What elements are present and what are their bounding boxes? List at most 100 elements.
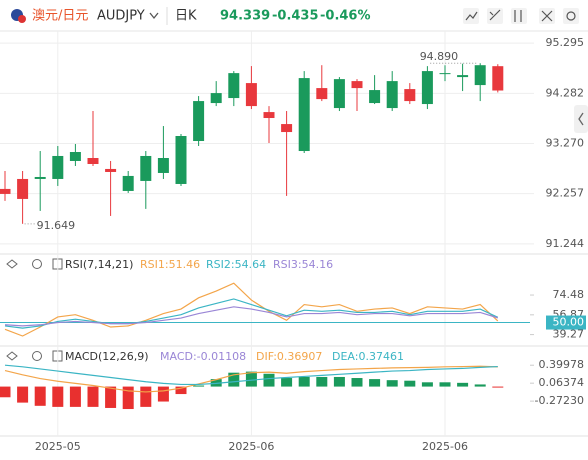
candle-body (193, 101, 205, 142)
header: 澳元/日元 AUDJPY 日K 94.339 -0.435 -0.46% (0, 7, 588, 32)
draw-button[interactable] (487, 8, 503, 24)
candle-body (17, 178, 29, 199)
candle-body (457, 75, 469, 78)
macd-bar (69, 386, 81, 407)
legend-entry: DEA:0.37461 (332, 350, 404, 363)
macd-bar (175, 386, 187, 395)
candle-body (140, 155, 152, 181)
macd-bar (333, 376, 345, 387)
macd-bar (474, 384, 486, 387)
reference-label: 50.00 (553, 316, 585, 329)
visibility-icon[interactable] (6, 259, 18, 269)
macd-bar (404, 380, 416, 387)
legend-entry: RSI2:54.64 (206, 258, 266, 271)
macd-title: MACD(12,26,9) (65, 350, 149, 363)
candle-body (474, 65, 486, 86)
macd-bar (228, 372, 240, 387)
macd-bar (0, 386, 11, 398)
y-tick-label: 91.244 (546, 237, 585, 250)
legend-entry: RSI3:54.16 (273, 258, 333, 271)
price: 94.339 (220, 9, 270, 24)
macd-bar (52, 386, 64, 407)
rsi-line (4, 306, 498, 327)
side-tab[interactable] (574, 105, 588, 133)
indicator-icon (465, 11, 478, 21)
candle-body (157, 158, 169, 173)
y-tick-label: 0.39978 (539, 358, 585, 371)
candle-body (386, 81, 398, 109)
candle-body (281, 124, 293, 133)
rsi-title: RSI(7,14,21) (65, 258, 133, 271)
candle-body (122, 175, 134, 191)
macd-header: MACD(12,26,9) MACD:-0.01108 DIF:0.36907 … (6, 350, 404, 363)
candle-body (263, 112, 275, 119)
macd-bar (369, 379, 381, 387)
macd-bar (457, 382, 469, 387)
macd-bar (122, 386, 134, 410)
macd-line (4, 365, 498, 393)
candle-body (404, 89, 416, 102)
y-tick-label: 93.270 (546, 136, 585, 149)
y-tick-label: 95.295 (546, 36, 585, 49)
legend-entry: MACD:-0.01108 (160, 350, 246, 363)
macd-bar (281, 378, 293, 387)
candle-body (351, 81, 363, 89)
candle-body (492, 66, 504, 91)
min-label: 91.649 (37, 219, 76, 232)
macd-bar (421, 382, 433, 387)
max-label: 94.890 (420, 50, 459, 63)
macd-bar (105, 386, 117, 408)
candle-body (87, 158, 99, 165)
macd-bar (263, 373, 275, 387)
x-tick-label: 2025-06 (228, 440, 274, 453)
candle-body (52, 155, 64, 179)
candle-body (210, 93, 222, 104)
macd-bar (157, 386, 169, 402)
candle-body (369, 90, 381, 104)
candle-body (316, 88, 328, 100)
candle-body (34, 176, 46, 179)
y-tick-label: 39.27 (553, 328, 585, 341)
candle-button[interactable] (511, 8, 527, 24)
fullscreen-icon (541, 10, 553, 22)
rsi-line (4, 298, 499, 329)
macd-line (4, 364, 498, 386)
period[interactable]: 日K (175, 9, 197, 24)
macd-bar (140, 386, 152, 407)
settings-icon (566, 11, 576, 21)
symbol[interactable]: AUDJPY (97, 9, 145, 24)
macd-bar (386, 380, 398, 387)
candle-body (175, 136, 187, 184)
candle-icon (514, 10, 522, 22)
candle-body (228, 73, 240, 99)
candle-body (245, 83, 257, 107)
candle-body (333, 79, 345, 109)
side-tab-arrow (578, 112, 584, 126)
dropdown-arrow[interactable] (149, 12, 159, 20)
settings-icon[interactable] (32, 351, 42, 361)
candle-body (69, 152, 81, 161)
macd-bar (34, 386, 46, 406)
pair-name[interactable]: 澳元/日元 (32, 8, 88, 24)
macd-bar (298, 376, 310, 387)
macd-bar (193, 385, 205, 387)
legend-entry: DIF:0.36907 (256, 350, 322, 363)
x-tick-label: 2025-06 (422, 440, 468, 453)
flag-icon (18, 15, 26, 23)
draw-icon (489, 9, 501, 21)
y-tick-label: 0.06374 (539, 376, 585, 389)
settings-icon[interactable] (32, 259, 42, 269)
macd-bar (245, 371, 257, 387)
macd-bar (87, 386, 99, 407)
change: -0.435 (272, 9, 319, 24)
x-tick-label: 2025-05 (35, 440, 81, 453)
y-tick-label: 92.257 (546, 187, 585, 200)
macd-bar (17, 386, 29, 403)
reference-label-box (546, 315, 586, 330)
settings-button[interactable] (563, 8, 579, 24)
legend-entry: RSI1:51.46 (140, 258, 200, 271)
visibility-icon[interactable] (6, 351, 18, 361)
candle-body (439, 73, 451, 75)
macd-bar (492, 386, 504, 388)
